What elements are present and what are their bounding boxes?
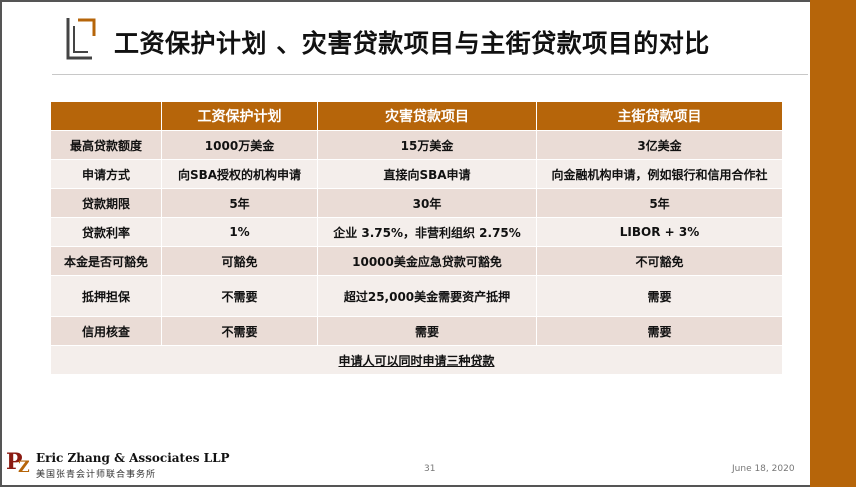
table-cell: 不需要 bbox=[161, 316, 318, 346]
row-label: 申请方式 bbox=[50, 159, 162, 189]
title-divider bbox=[52, 74, 808, 75]
slide-title: 工资保护计划 、灾害贷款项目与主街贷款项目的对比 bbox=[114, 29, 710, 58]
table-row: 本金是否可豁免 可豁免 10000美金应急贷款可豁免 不可豁免 bbox=[50, 246, 783, 276]
table-cell: 不可豁免 bbox=[536, 246, 783, 276]
firm-monogram-icon: P Z bbox=[6, 449, 36, 479]
frame-bottom-border bbox=[0, 485, 856, 487]
table-cell: 需要 bbox=[536, 316, 783, 346]
table-cell: 5年 bbox=[536, 188, 783, 218]
table-cell: 超过25,000美金需要资产抵押 bbox=[317, 275, 537, 317]
table-cell: 1000万美金 bbox=[161, 130, 318, 160]
table-cell: 需要 bbox=[317, 316, 537, 346]
table-cell: 1% bbox=[161, 217, 318, 247]
row-label: 本金是否可豁免 bbox=[50, 246, 162, 276]
firm-name: Eric Zhang & Associates LLP bbox=[36, 451, 230, 465]
right-accent-band bbox=[810, 0, 856, 487]
row-label: 信用核查 bbox=[50, 316, 162, 346]
page-number: 31 bbox=[424, 464, 436, 474]
frame-left-border bbox=[0, 0, 2, 487]
table-cell: 15万美金 bbox=[317, 130, 537, 160]
firm-name-chinese: 美国张青会计师联合事务所 bbox=[36, 470, 157, 480]
table-cell: 向SBA授权的机构申请 bbox=[161, 159, 318, 189]
comparison-table: 工资保护计划 灾害贷款项目 主街贷款项目 最高贷款额度 1000万美金 15万美… bbox=[50, 101, 783, 375]
firm-monogram-z: Z bbox=[18, 457, 30, 476]
note-cell: 申请人可以同时申请三种贷款 bbox=[50, 345, 783, 375]
table-cell: 5年 bbox=[161, 188, 318, 218]
row-label: 抵押担保 bbox=[50, 275, 162, 317]
bracket-logo-icon bbox=[66, 18, 96, 60]
firm-monogram-p: P bbox=[6, 449, 23, 475]
header-cell-main-street: 主街贷款项目 bbox=[536, 101, 783, 131]
table-cell: 直接向SBA申请 bbox=[317, 159, 537, 189]
table-note: 申请人可以同时申请三种贷款 bbox=[338, 353, 495, 368]
table-note-row: 申请人可以同时申请三种贷款 bbox=[50, 345, 783, 375]
table-row: 抵押担保 不需要 超过25,000美金需要资产抵押 需要 bbox=[50, 275, 783, 317]
table-row: 最高贷款额度 1000万美金 15万美金 3亿美金 bbox=[50, 130, 783, 160]
slide-date: June 18, 2020 bbox=[732, 464, 795, 474]
table-cell: 30年 bbox=[317, 188, 537, 218]
table-cell: 不需要 bbox=[161, 275, 318, 317]
frame-top-border bbox=[0, 0, 856, 2]
table-cell: 向金融机构申请，例如银行和信用合作社 bbox=[536, 159, 783, 189]
row-label: 最高贷款额度 bbox=[50, 130, 162, 160]
table-cell: 10000美金应急贷款可豁免 bbox=[317, 246, 537, 276]
header-cell-ppp: 工资保护计划 bbox=[161, 101, 318, 131]
row-label: 贷款期限 bbox=[50, 188, 162, 218]
header-cell-disaster-loan: 灾害贷款项目 bbox=[317, 101, 537, 131]
header-cell-empty bbox=[50, 101, 162, 131]
table-cell: 可豁免 bbox=[161, 246, 318, 276]
table-cell: LIBOR + 3% bbox=[536, 217, 783, 247]
table-row: 贷款利率 1% 企业 3.75%，非营利组织 2.75% LIBOR + 3% bbox=[50, 217, 783, 247]
row-label: 贷款利率 bbox=[50, 217, 162, 247]
table-cell: 需要 bbox=[536, 275, 783, 317]
table-row: 信用核查 不需要 需要 需要 bbox=[50, 316, 783, 346]
table-cell: 企业 3.75%，非营利组织 2.75% bbox=[317, 217, 537, 247]
table-row: 申请方式 向SBA授权的机构申请 直接向SBA申请 向金融机构申请，例如银行和信… bbox=[50, 159, 783, 189]
table-cell: 3亿美金 bbox=[536, 130, 783, 160]
table-row: 贷款期限 5年 30年 5年 bbox=[50, 188, 783, 218]
table-header-row: 工资保护计划 灾害贷款项目 主街贷款项目 bbox=[50, 101, 783, 131]
